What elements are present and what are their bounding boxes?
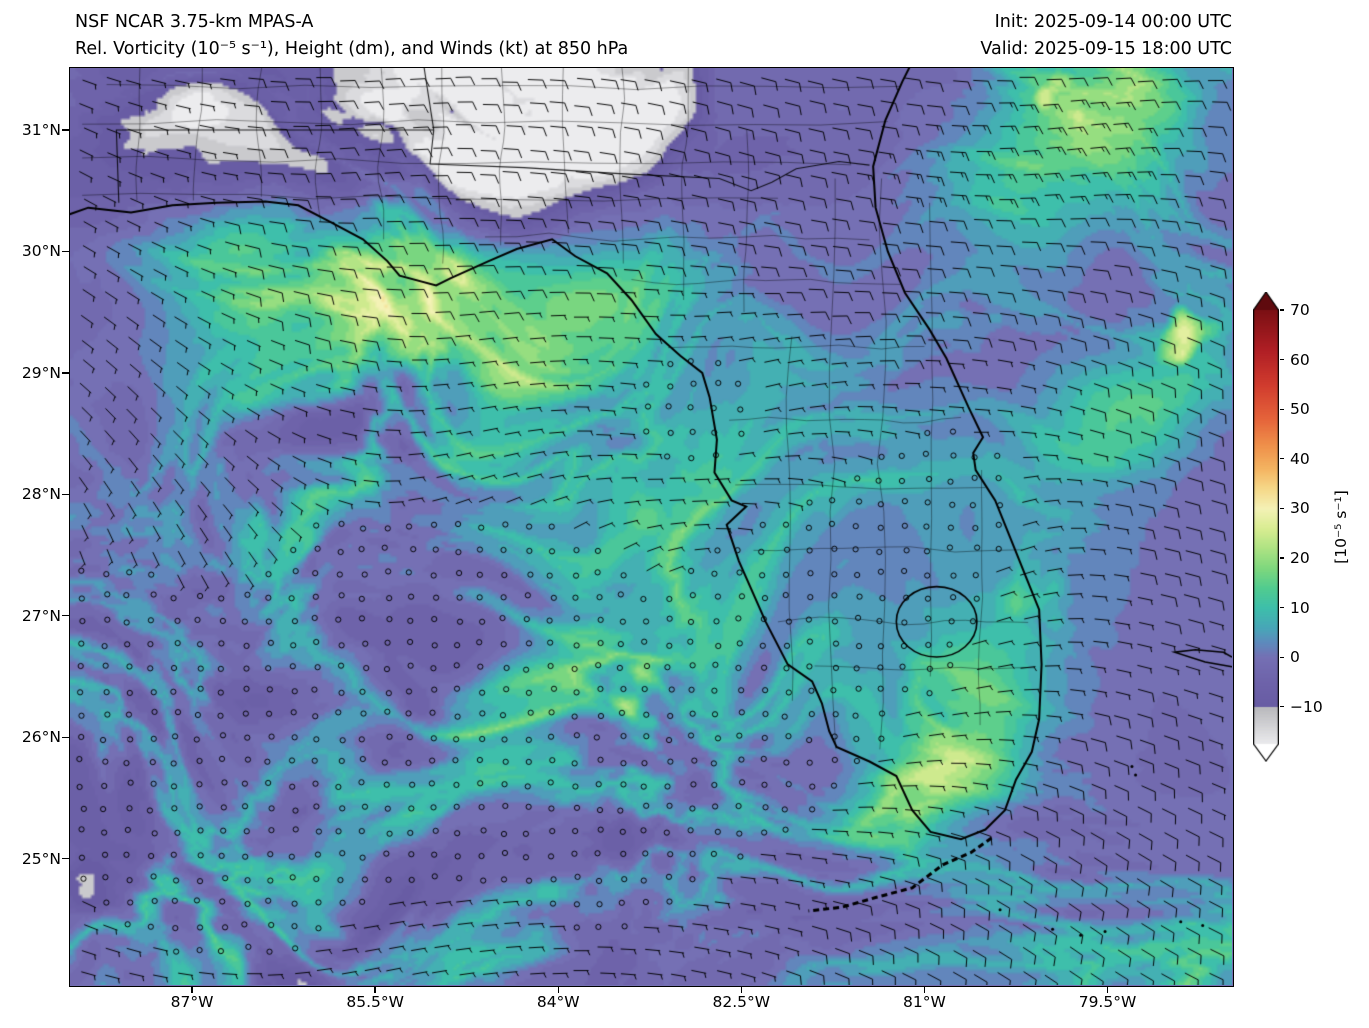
x-axis-tick-label: 84°W [536,993,580,1011]
colorbar-tick-label: 0 [1290,648,1300,667]
x-axis-tick-label: 82.5°W [712,993,771,1011]
y-axis-tick-label: 30°N [21,242,61,261]
colorbar-tick [1279,458,1284,460]
x-axis-tick-label: 85.5°W [346,993,404,1011]
x-axis-tick [1106,986,1109,993]
y-axis-tick [62,615,69,617]
colorbar-tick-label: 60 [1290,350,1310,369]
title-block: NSF NCAR 3.75-km MPAS-A Rel. Vorticity (… [75,9,628,63]
y-axis-tick-label: 25°N [21,849,61,868]
y-axis-tick [62,250,69,253]
y-axis-tick-label: 31°N [21,120,61,139]
colorbar-tick-label: 40 [1290,449,1310,468]
map-canvas [69,67,1232,985]
colorbar-tick [1279,507,1284,510]
x-axis-tick-label: 87°W [170,993,214,1011]
y-axis-tick [62,493,69,495]
x-axis-tick-label: 79.5°W [1078,993,1137,1011]
x-axis-tick [374,986,376,993]
init-time-label: Init: 2025-09-14 00:00 UTC [994,12,1232,32]
y-axis-tick [62,129,69,131]
colorbar-tick [1279,706,1284,708]
map-frame [68,66,1234,987]
y-axis-tick [62,857,69,860]
x-axis-tick [191,986,193,993]
y-axis-tick-label: 27°N [21,606,61,625]
colorbar-tick-label: 20 [1290,549,1310,567]
y-axis-tick [62,736,69,738]
colorbar-tick-label: 50 [1290,400,1310,419]
y-axis-tick-label: 29°N [21,363,61,382]
y-axis-tick [62,372,69,374]
field-title: Rel. Vorticity (10⁻⁵ s⁻¹), Height (dm), … [75,39,629,59]
y-axis-tick-label: 26°N [21,728,61,747]
x-axis-tick-label: 81°W [903,993,946,1011]
colorbar-tick [1279,606,1284,609]
x-axis-tick [923,986,926,993]
x-axis-tick [740,986,742,993]
y-axis-tick-label: 28°N [21,485,61,504]
colorbar-tick [1279,309,1284,311]
colorbar [1253,292,1279,762]
colorbar-tick-label: 70 [1290,301,1310,319]
colorbar-tick [1279,408,1284,410]
colorbar-tick-label: 10 [1290,598,1310,617]
colorbar-tick [1279,358,1284,361]
valid-time-label: Valid: 2025-09-15 18:00 UTC [980,39,1232,59]
colorbar-label: [10⁻⁵ s⁻¹] [1332,490,1350,564]
colorbar-tick [1279,557,1284,559]
x-axis-tick [557,986,559,993]
colorbar-tick [1279,656,1284,658]
colorbar-tick-label: 30 [1290,499,1310,518]
colorbar-tick-label: −10 [1290,697,1323,716]
time-block: Init: 2025-09-14 00:00 UTC Valid: 2025-0… [980,9,1232,63]
model-title: NSF NCAR 3.75-km MPAS-A [75,12,314,32]
